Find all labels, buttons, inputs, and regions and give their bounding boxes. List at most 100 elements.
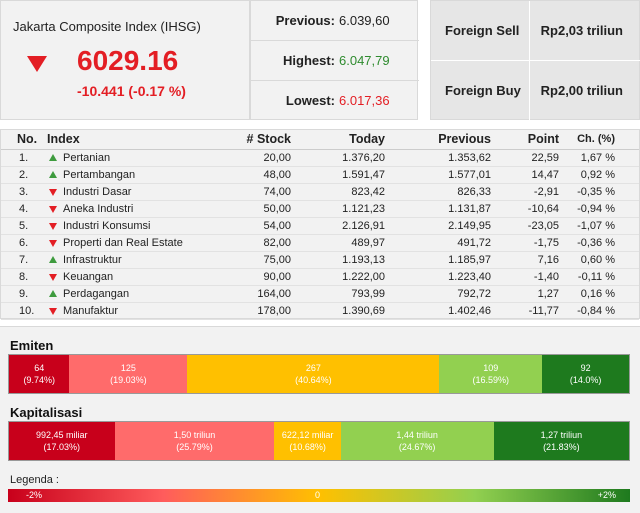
header-previous: Previous <box>438 132 491 146</box>
row-index-name: Infrastruktur <box>63 254 122 266</box>
segment-value: 622,12 miliar <box>281 430 334 440</box>
row-previous: 1.223,40 <box>448 271 491 283</box>
table-row: 5. Industri Konsumsi 54,00 2.126,91 2.149,95… <box>1 218 639 235</box>
legend-title: Legenda : <box>10 474 59 486</box>
row-change: -0,11 % <box>577 271 615 283</box>
row-point: -23,05 <box>527 220 559 232</box>
down-arrow-icon <box>49 223 57 230</box>
row-no: 7. <box>19 254 29 266</box>
kapitalisasi-segment: 1,50 triliun (25.79%) <box>114 422 275 460</box>
stat-label: Highest: <box>283 53 335 68</box>
up-arrow-icon <box>49 171 57 178</box>
legend-max: +2% <box>597 490 616 500</box>
row-index-name: Manufaktur <box>63 305 119 317</box>
row-change: -0,94 % <box>577 203 615 215</box>
segment-value: 64 <box>34 363 45 373</box>
row-change: 0,92 % <box>580 169 615 181</box>
row-stock: 74,00 <box>263 186 291 198</box>
row-stock: 90,00 <box>263 271 291 283</box>
header-index: Index <box>47 132 80 146</box>
row-previous: 491,72 <box>457 237 491 249</box>
index-change: -10.441 (-0.17 %) <box>77 83 186 99</box>
down-arrow-icon <box>49 308 57 315</box>
row-no: 6. <box>19 237 29 249</box>
row-today: 489,97 <box>351 237 385 249</box>
row-index-name: Perdagangan <box>63 288 130 300</box>
foreign-sell-row: Foreign Sell Rp2,03 triliun <box>431 1 640 61</box>
kapitalisasi-segment: 1,27 triliun (21.83%) <box>493 422 629 460</box>
segment-percent: (16.59%) <box>472 375 510 385</box>
row-today: 1.121,23 <box>342 203 385 215</box>
row-no: 5. <box>19 220 29 232</box>
row-today: 1.591,47 <box>342 169 385 181</box>
segment-value: 1,44 triliun <box>396 430 438 440</box>
row-index-name: Industri Konsumsi <box>63 220 151 232</box>
row-today: 823,42 <box>351 186 385 198</box>
row-previous: 1.577,01 <box>448 169 491 181</box>
emiten-title: Emiten <box>10 338 54 353</box>
down-arrow-icon <box>27 56 47 72</box>
segment-percent: (24.67%) <box>398 442 436 452</box>
foreign-value: Rp2,00 triliun <box>540 83 623 98</box>
row-point: -2,91 <box>533 186 559 198</box>
row-change: 0,60 % <box>580 254 615 266</box>
row-change: -1,07 % <box>577 220 615 232</box>
kapitalisasi-title: Kapitalisasi <box>10 405 83 420</box>
row-no: 8. <box>19 271 29 283</box>
foreign-label: Foreign Buy <box>445 83 521 98</box>
up-arrow-icon <box>49 256 57 263</box>
stat-label: Previous: <box>275 13 335 28</box>
foreign-buy-row: Foreign Buy Rp2,00 triliun <box>431 61 640 121</box>
segment-percent: (19.03%) <box>110 375 147 385</box>
row-stock: 178,00 <box>257 305 291 317</box>
foreign-flow-panel: Foreign Sell Rp2,03 triliun Foreign Buy … <box>430 0 640 121</box>
header-no: No. <box>17 132 38 146</box>
header-point: Point <box>527 132 559 146</box>
row-point: -1,40 <box>533 271 559 283</box>
row-stock: 164,00 <box>257 288 291 300</box>
table-row: 9. Perdagangan 164,00 793,99 792,72 1,27 0,16 … <box>1 286 639 303</box>
segment-value: 1,50 triliun <box>173 430 216 440</box>
row-stock: 50,00 <box>263 203 291 215</box>
row-previous: 1.353,62 <box>448 152 491 164</box>
row-no: 3. <box>19 186 29 198</box>
header-change: Ch. (%) <box>577 133 615 145</box>
stat-label: Lowest: <box>285 93 335 108</box>
stat-lowest: Lowest: 6.017,36 <box>251 81 419 121</box>
foreign-value: Rp2,03 triliun <box>540 23 623 38</box>
divider <box>529 1 530 61</box>
row-change: -0,36 % <box>577 237 615 249</box>
row-no: 2. <box>19 169 29 181</box>
legend-mid: 0 <box>315 490 321 500</box>
row-index-name: Pertambangan <box>63 169 136 181</box>
stat-value: 6.017,36 <box>339 93 390 108</box>
table-row: 6. Properti dan Real Estate 82,00 489,97 491… <box>1 235 639 252</box>
row-previous: 826,33 <box>457 186 491 198</box>
sector-index-table: No. Index # Stock Today Previous Point C… <box>0 129 640 320</box>
table-row: 1. Pertanian 20,00 1.376,20 1.353,62 22,59 1,6… <box>1 150 639 167</box>
down-arrow-icon <box>49 206 57 213</box>
row-point: 7,16 <box>537 254 559 266</box>
table-row: 4. Aneka Industri 50,00 1.121,23 1.131,87 -10… <box>1 201 639 218</box>
row-index-name: Industri Dasar <box>63 186 132 198</box>
header-stock: # Stock <box>246 132 291 146</box>
row-index-name: Properti dan Real Estate <box>63 237 183 249</box>
row-no: 9. <box>19 288 29 300</box>
stat-previous: Previous: 6.039,60 <box>251 1 419 41</box>
row-index-name: Keuangan <box>63 271 114 283</box>
row-previous: 1.402,46 <box>448 305 491 317</box>
index-value: 6029.16 <box>77 45 179 76</box>
kapitalisasi-segment: 992,45 miliar (17.03%) <box>9 422 115 460</box>
row-point: -11,77 <box>528 305 559 317</box>
emiten-segment: 109 (16.59%) <box>439 355 543 393</box>
stat-highest: Highest: 6.047,79 <box>251 41 419 81</box>
segment-percent: (9.74%) <box>23 375 55 385</box>
row-today: 2.126,91 <box>342 220 385 232</box>
segment-percent: (17.03%) <box>43 442 81 452</box>
kapitalisasi-segment: 622,12 miliar (10.68%) <box>274 422 341 460</box>
row-index-name: Pertanian <box>63 152 111 164</box>
emiten-segment: 267 (40.64%) <box>187 355 440 393</box>
row-stock: 54,00 <box>263 220 291 232</box>
index-summary-panel: Jakarta Composite Index (IHSG) 6029.16 -… <box>0 0 250 120</box>
row-today: 793,99 <box>351 288 385 300</box>
